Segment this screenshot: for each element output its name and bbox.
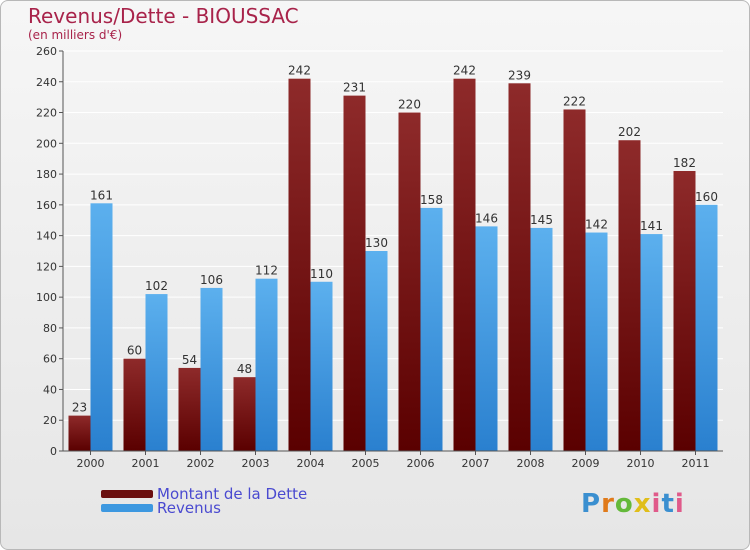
data-label: 48 [237,362,252,376]
data-label: 23 [72,401,87,415]
bar-dette [398,112,421,452]
bar-dette [68,415,91,451]
bar-dette [288,78,311,451]
bar-revenus [585,232,608,451]
data-label: 106 [200,273,223,287]
x-tick-label: 2008 [517,457,545,470]
bar-dette [343,95,366,451]
bar-revenus [695,204,718,451]
x-tick-label: 2002 [187,457,215,470]
y-tick-label: 60 [43,353,57,366]
y-tick-label: 240 [36,76,57,89]
bar-revenus [90,203,113,451]
y-tick-label: 140 [36,230,57,243]
bar-revenus [640,234,663,451]
y-tick-label: 100 [36,291,57,304]
y-tick-label: 0 [50,445,57,458]
data-label: 242 [288,64,311,78]
y-tick-label: 180 [36,168,57,181]
data-label: 242 [453,64,476,78]
bar-revenus [420,207,443,451]
legend-item-dette: Montant de la Dette [101,485,308,503]
data-label: 182 [673,156,696,170]
bar-dette [508,83,531,452]
x-tick-label: 2007 [462,457,490,470]
y-tick-label: 260 [36,45,57,58]
data-label: 130 [365,236,388,250]
proxiti-logo: Proxiti [581,489,685,519]
legend-item-revenus: Revenus [101,499,307,517]
bar-revenus [200,287,223,451]
data-label: 161 [90,188,113,202]
data-label: 231 [343,81,366,95]
legend-swatch-revenus [101,504,153,512]
x-tick-label: 2011 [682,457,710,470]
data-label: 160 [695,190,718,204]
y-tick-label: 220 [36,107,57,120]
bar-dette [233,377,256,451]
data-label: 220 [398,98,421,112]
data-label: 146 [475,211,498,225]
legend: Montant de la Dette Revenus [101,485,308,517]
data-label: 145 [530,213,553,227]
legend-label-dette: Montant de la Dette [157,485,308,503]
x-tick-label: 2003 [242,457,270,470]
y-tick-label: 120 [36,260,57,273]
bar-dette [453,78,476,451]
data-label: 54 [182,353,197,367]
data-label: 102 [145,279,168,293]
chart-title: Revenus/Dette - BIOUSSAC [28,4,299,28]
data-label: 141 [640,219,663,233]
bar-revenus [255,278,278,451]
data-label: 142 [585,218,608,232]
x-tick-label: 2000 [77,457,105,470]
bar-revenus [530,227,553,451]
y-tick-label: 20 [43,414,57,427]
data-label: 222 [563,94,586,108]
bar-revenus [365,251,388,451]
legend-label-revenus: Revenus [157,499,221,517]
data-label: 110 [310,267,333,281]
bar-dette [618,140,641,451]
x-tick-label: 2010 [627,457,655,470]
x-tick-label: 2005 [352,457,380,470]
chart-subtitle: (en milliers d'€) [28,28,123,42]
bar-revenus [310,281,333,451]
y-tick-label: 200 [36,137,57,150]
legend-swatch-dette [101,490,153,498]
y-tick-label: 160 [36,199,57,212]
data-label: 202 [618,125,641,139]
data-label: 158 [420,193,443,207]
x-tick-label: 2006 [407,457,435,470]
data-label: 60 [127,344,142,358]
x-tick-label: 2009 [572,457,600,470]
data-label: 112 [255,264,278,278]
bar-revenus [145,294,168,451]
x-tick-label: 2004 [297,457,325,470]
bar-revenus [475,226,498,451]
y-tick-label: 80 [43,322,57,335]
bar-dette [178,367,201,451]
data-label: 239 [508,68,531,82]
bar-dette [123,358,146,451]
bar-dette [673,171,696,451]
x-tick-label: 2001 [132,457,160,470]
bar-dette [563,109,586,451]
y-tick-label: 40 [43,383,57,396]
